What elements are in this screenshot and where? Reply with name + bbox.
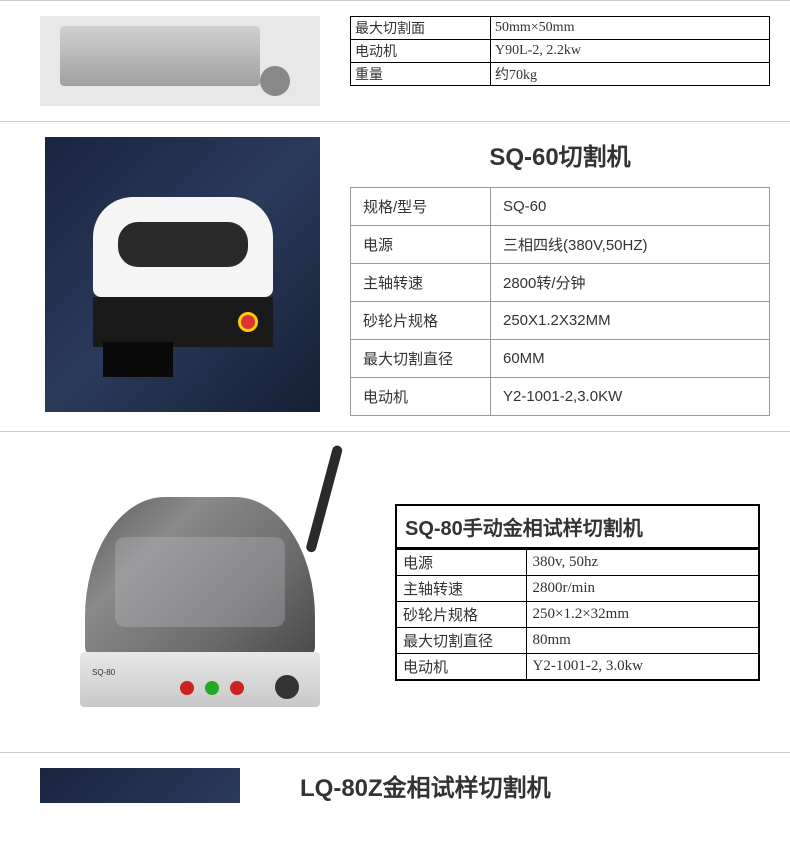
table-row: 规格/型号 SQ-60 — [351, 188, 770, 226]
product-section-lq80z: LQ-80Z金相试样切割机 — [0, 752, 790, 803]
spec-column-lq80z: LQ-80Z金相试样切割机 — [270, 768, 790, 803]
table-row: 电动机 Y2-1001-2, 3.0kw — [396, 653, 759, 680]
spec-label: 电源 — [396, 549, 526, 576]
product-image-sq80: SQ-80 — [0, 447, 365, 737]
table-row: 最大切割直径 60MM — [351, 340, 770, 378]
product-section-sq80: SQ-80 SQ-80手动金相试样切割机 电源 380v, 50hz 主轴转速 … — [0, 431, 790, 752]
product-title-lq80z: LQ-80Z金相试样切割机 — [300, 768, 770, 803]
spec-table-sq80: 电源 380v, 50hz 主轴转速 2800r/min 砂轮片规格 250×1… — [395, 548, 760, 681]
spec-value: Y2-1001-2,3.0KW — [491, 378, 770, 416]
table-row: 砂轮片规格 250×1.2×32mm — [396, 601, 759, 627]
table-row: 电源 380v, 50hz — [396, 549, 759, 576]
spec-value: 2800r/min — [526, 575, 759, 601]
spec-value: 50mm×50mm — [491, 17, 770, 40]
product-title-sq80: SQ-80手动金相试样切割机 — [395, 504, 760, 548]
machine-placeholder-1 — [40, 16, 320, 106]
spec-label: 规格/型号 — [351, 188, 491, 226]
spec-label: 电动机 — [351, 40, 491, 63]
spec-table-sq60: 规格/型号 SQ-60 电源 三相四线(380V,50HZ) 主轴转速 2800… — [350, 187, 770, 416]
spec-label: 主轴转速 — [351, 264, 491, 302]
spec-value: 80mm — [526, 627, 759, 653]
machine-placeholder-sq80: SQ-80 — [55, 447, 365, 737]
spec-label: 电源 — [351, 226, 491, 264]
table-row: 电动机 Y90L-2, 2.2kw — [351, 40, 770, 63]
spec-label: 主轴转速 — [396, 575, 526, 601]
table-row: 砂轮片规格 250X1.2X32MM — [351, 302, 770, 340]
spec-value: 380v, 50hz — [526, 549, 759, 576]
spec-label: 砂轮片规格 — [351, 302, 491, 340]
spec-value: 250X1.2X32MM — [491, 302, 770, 340]
spec-label: 最大切割面 — [351, 17, 491, 40]
spec-column-1: 最大切割面 50mm×50mm 电动机 Y90L-2, 2.2kw 重量 约70… — [350, 16, 790, 86]
product-section-sq60: SQ-60切割机 规格/型号 SQ-60 电源 三相四线(380V,50HZ) … — [0, 121, 790, 431]
spec-table-1: 最大切割面 50mm×50mm 电动机 Y90L-2, 2.2kw 重量 约70… — [350, 16, 770, 86]
table-row: 重量 约70kg — [351, 63, 770, 86]
table-row: 电动机 Y2-1001-2,3.0KW — [351, 378, 770, 416]
product-image-lq80z — [0, 768, 240, 803]
spec-value: Y2-1001-2, 3.0kw — [526, 653, 759, 680]
table-row: 主轴转速 2800转/分钟 — [351, 264, 770, 302]
spec-value: SQ-60 — [491, 188, 770, 226]
spec-column-sq60: SQ-60切割机 规格/型号 SQ-60 电源 三相四线(380V,50HZ) … — [350, 137, 790, 416]
table-row: 电源 三相四线(380V,50HZ) — [351, 226, 770, 264]
spec-value: 约70kg — [491, 63, 770, 86]
spec-value: 250×1.2×32mm — [526, 601, 759, 627]
machine-placeholder-sq60 — [45, 137, 320, 412]
spec-label: 电动机 — [396, 653, 526, 680]
spec-value: 2800转/分钟 — [491, 264, 770, 302]
spec-label: 最大切割直径 — [396, 627, 526, 653]
spec-value: 60MM — [491, 340, 770, 378]
table-row: 主轴转速 2800r/min — [396, 575, 759, 601]
spec-label: 砂轮片规格 — [396, 601, 526, 627]
table-row: 最大切割面 50mm×50mm — [351, 17, 770, 40]
spec-label: 最大切割直径 — [351, 340, 491, 378]
product-image-sq60 — [0, 137, 320, 412]
table-row: 最大切割直径 80mm — [396, 627, 759, 653]
spec-label: 电动机 — [351, 378, 491, 416]
product-title-sq60: SQ-60切割机 — [350, 137, 770, 172]
spec-value: 三相四线(380V,50HZ) — [491, 226, 770, 264]
machine-placeholder-lq80z — [40, 768, 240, 803]
spec-column-sq80: SQ-80手动金相试样切割机 电源 380v, 50hz 主轴转速 2800r/… — [395, 504, 790, 681]
spec-value: Y90L-2, 2.2kw — [491, 40, 770, 63]
spec-label: 重量 — [351, 63, 491, 86]
product-image-1 — [0, 16, 320, 106]
product-section-1: 最大切割面 50mm×50mm 电动机 Y90L-2, 2.2kw 重量 约70… — [0, 0, 790, 121]
